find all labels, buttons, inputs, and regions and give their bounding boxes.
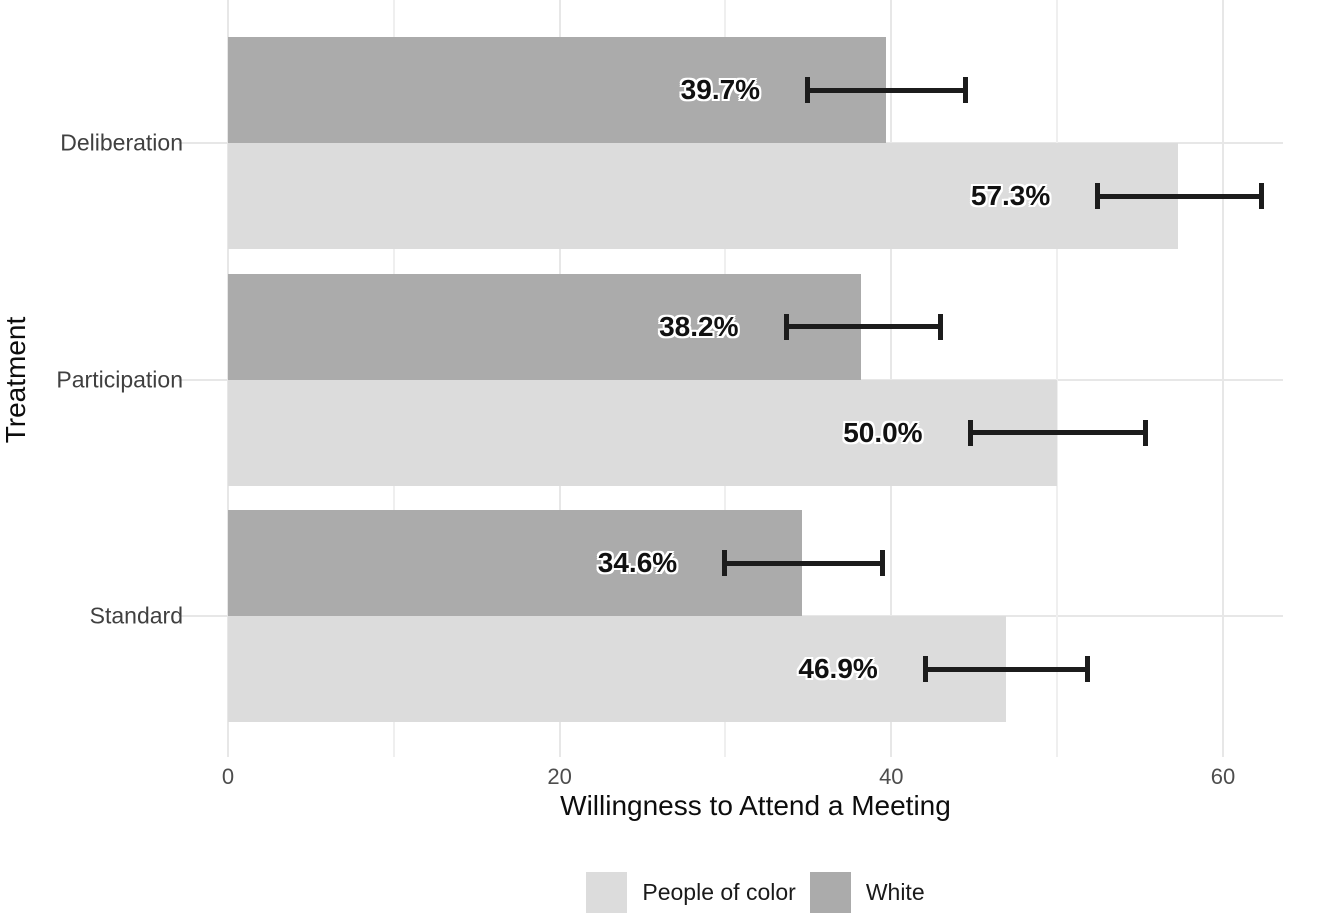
error-bar-cap — [962, 77, 968, 103]
error-bar-cap — [1085, 656, 1091, 682]
major-gridline — [890, 0, 893, 757]
bar-people-of-color — [228, 616, 1006, 722]
x-tick-label: 60 — [1210, 764, 1236, 789]
y-axis-title: Treatment — [0, 316, 31, 444]
error-bar-cap — [937, 313, 943, 340]
error-bar-cap — [922, 656, 928, 682]
category-label-participation: Participation — [56, 366, 183, 392]
error-bar-cap — [1143, 419, 1149, 446]
legend: People of color White — [228, 872, 1283, 913]
bar-value-label: 38.2% — [659, 310, 739, 342]
bar-value-label: 39.7% — [680, 74, 761, 105]
error-bar-cap — [805, 77, 811, 103]
x-axis-title: Willingness to Attend a Meeting — [560, 790, 951, 821]
category-label-standard: Standard — [89, 602, 183, 629]
bar-people-of-color — [228, 143, 1179, 249]
error-bar — [805, 87, 968, 93]
bar-white — [228, 37, 887, 143]
error-bar — [722, 560, 885, 566]
major-gridline — [1221, 0, 1224, 757]
bar-people-of-color — [228, 379, 1058, 486]
legend-label: White — [865, 879, 925, 905]
error-bar-cap — [1095, 183, 1101, 209]
x-tick-label: 40 — [879, 764, 904, 789]
category-label-deliberation: Deliberation — [60, 129, 183, 156]
bar-white — [228, 510, 802, 616]
error-bar-cap — [1259, 183, 1265, 209]
error-bar-cap — [967, 419, 973, 446]
error-bar — [783, 324, 943, 329]
error-bar — [1095, 193, 1265, 199]
bar-value-label: 57.3% — [970, 180, 1051, 211]
x-tick-label: 0 — [221, 764, 235, 789]
legend-label: People of color — [642, 879, 796, 905]
error-bar — [967, 430, 1149, 435]
bar-white — [228, 273, 862, 380]
legend-swatch — [586, 872, 628, 913]
bar-value-label: 34.6% — [597, 547, 678, 578]
error-bar-cap — [783, 313, 789, 340]
error-bar-cap — [879, 550, 885, 576]
bar-value-label: 50.0% — [843, 416, 923, 448]
minor-gridline — [1056, 0, 1059, 757]
error-bar-cap — [722, 550, 728, 576]
legend-entry: White — [809, 872, 925, 913]
legend-swatch — [809, 872, 851, 913]
bar-value-label: 46.9% — [798, 653, 878, 684]
x-tick-label: 20 — [547, 764, 572, 789]
error-bar — [922, 666, 1091, 672]
legend-entry: People of color — [586, 872, 796, 913]
